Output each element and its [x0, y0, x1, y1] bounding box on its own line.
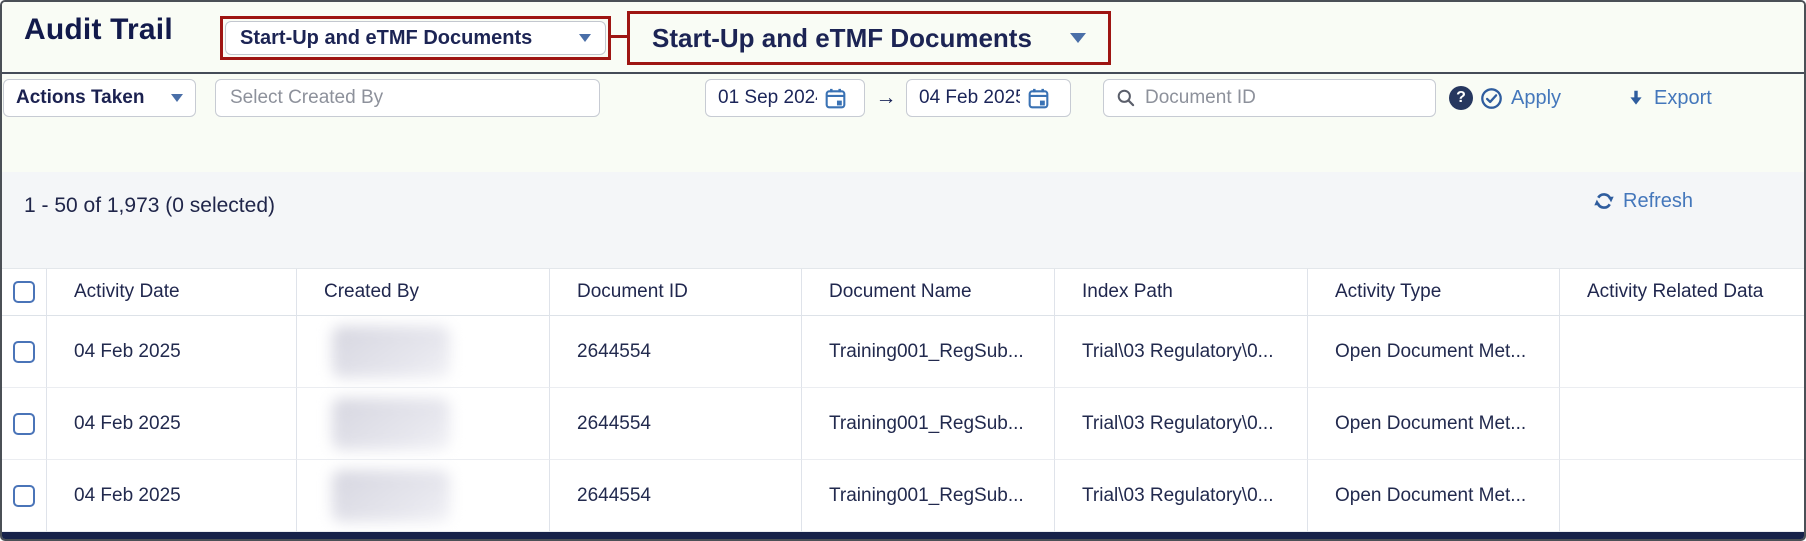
row-checkbox[interactable] — [13, 340, 35, 363]
table-header-row: Activity Date Created By Document ID Doc… — [2, 268, 1804, 316]
apply-button[interactable]: Apply — [1480, 79, 1561, 117]
row-select-cell — [2, 316, 47, 388]
created-by-cell — [297, 388, 550, 460]
result-bar-background — [2, 172, 1804, 268]
result-count-text: 1 - 50 of 1,973 (0 selected) — [24, 194, 275, 217]
column-header-activity-date[interactable]: Activity Date — [47, 269, 297, 316]
redacted-created-by — [332, 469, 450, 522]
document-id-cell: 2644554 — [550, 316, 802, 388]
activity-type-cell: Open Document Met... — [1308, 388, 1560, 460]
library-dropdown[interactable]: Start-Up and eTMF Documents — [225, 21, 606, 55]
bottom-navy-bar — [2, 532, 1804, 539]
annotation-connector-line — [611, 35, 627, 38]
actions-taken-dropdown[interactable]: Actions Taken — [3, 79, 196, 117]
activity-date-cell: 04 Feb 2025 — [47, 316, 297, 388]
table-row: 04 Feb 2025 2644554 Training001_RegSub..… — [2, 460, 1804, 532]
activity-related-data-cell — [1560, 316, 1804, 388]
refresh-button[interactable]: Refresh — [1593, 186, 1693, 216]
search-icon — [1116, 88, 1136, 108]
apply-check-icon — [1480, 87, 1503, 110]
index-path-cell: Trial\03 Regulatory\0... — [1055, 388, 1308, 460]
date-range-arrow-icon: → — [875, 86, 897, 109]
callout-dropdown-value: Start-Up and eTMF Documents — [652, 22, 1032, 53]
refresh-icon — [1593, 190, 1615, 212]
column-header-activity-related-data[interactable]: Activity Related Data — [1560, 269, 1804, 316]
redacted-created-by — [332, 325, 450, 378]
column-header-activity-type[interactable]: Activity Type — [1308, 269, 1560, 316]
date-from-field[interactable]: 01 Sep 2024 — [705, 79, 865, 117]
column-header-index-path[interactable]: Index Path — [1055, 269, 1308, 316]
activity-related-data-cell — [1560, 388, 1804, 460]
document-id-cell: 2644554 — [550, 460, 802, 532]
annotation-highlight-box: Start-Up and eTMF Documents — [220, 16, 611, 60]
column-header-created-by[interactable]: Created By — [297, 269, 550, 316]
filter-bar: Actions Taken 01 Sep 2024 → 04 Feb 2025 — [2, 79, 1804, 117]
activity-type-cell: Open Document Met... — [1308, 316, 1560, 388]
row-checkbox[interactable] — [13, 412, 35, 435]
calendar-icon[interactable] — [1028, 88, 1049, 109]
chevron-down-icon — [1070, 33, 1086, 43]
export-arrow-icon — [1626, 88, 1646, 108]
column-header-document-name[interactable]: Document Name — [802, 269, 1055, 316]
table-row: 04 Feb 2025 2644554 Training001_RegSub..… — [2, 388, 1804, 460]
annotation-callout-box: Start-Up and eTMF Documents — [627, 11, 1111, 65]
chevron-down-icon — [579, 34, 591, 42]
created-by-input[interactable] — [230, 80, 585, 116]
refresh-label: Refresh — [1623, 189, 1694, 212]
select-all-checkbox[interactable] — [13, 281, 35, 303]
created-by-field-wrap — [215, 79, 600, 117]
redacted-created-by — [332, 397, 450, 450]
index-path-cell: Trial\03 Regulatory\0... — [1055, 316, 1308, 388]
row-select-cell — [2, 460, 47, 532]
select-all-cell — [2, 269, 47, 316]
document-id-field-wrap — [1103, 79, 1436, 117]
export-button[interactable]: Export — [1626, 79, 1712, 117]
table-row: 04 Feb 2025 2644554 Training001_RegSub..… — [2, 316, 1804, 388]
column-header-document-id[interactable]: Document ID — [550, 269, 802, 316]
document-name-cell: Training001_RegSub... — [802, 316, 1055, 388]
chevron-down-icon — [171, 94, 183, 102]
date-from-value: 01 Sep 2024 — [718, 87, 817, 108]
date-to-value: 04 Feb 2025 — [919, 87, 1020, 108]
library-dropdown-value: Start-Up and eTMF Documents — [240, 26, 533, 49]
activity-type-cell: Open Document Met... — [1308, 460, 1560, 532]
date-to-field[interactable]: 04 Feb 2025 — [906, 79, 1071, 117]
activity-date-cell: 04 Feb 2025 — [47, 460, 297, 532]
actions-taken-value: Actions Taken — [16, 87, 145, 108]
help-icon[interactable]: ? — [1449, 86, 1473, 110]
activity-date-cell: 04 Feb 2025 — [47, 388, 297, 460]
row-select-cell — [2, 388, 47, 460]
activity-related-data-cell — [1560, 460, 1804, 532]
apply-label: Apply — [1511, 86, 1562, 109]
created-by-cell — [297, 316, 550, 388]
created-by-cell — [297, 460, 550, 532]
index-path-cell: Trial\03 Regulatory\0... — [1055, 460, 1308, 532]
calendar-icon[interactable] — [825, 88, 846, 109]
document-id-input[interactable] — [1145, 80, 1423, 116]
document-name-cell: Training001_RegSub... — [802, 460, 1055, 532]
export-label: Export — [1654, 86, 1712, 109]
row-checkbox[interactable] — [13, 484, 35, 507]
page-title: Audit Trail — [24, 13, 173, 46]
document-name-cell: Training001_RegSub... — [802, 388, 1055, 460]
document-id-cell: 2644554 — [550, 388, 802, 460]
header-divider-line — [2, 72, 1804, 74]
